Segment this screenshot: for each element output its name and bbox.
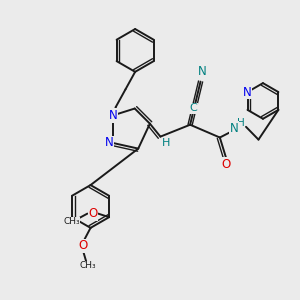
Text: N: N <box>108 109 117 122</box>
Text: N: N <box>105 136 114 149</box>
Text: C: C <box>190 103 198 113</box>
Text: O: O <box>79 239 88 252</box>
Text: O: O <box>88 207 98 220</box>
Text: H: H <box>162 138 170 148</box>
Text: H: H <box>237 118 244 128</box>
Text: N: N <box>230 122 239 135</box>
Text: N: N <box>243 85 252 98</box>
Text: CH₃: CH₃ <box>79 261 96 270</box>
Text: N: N <box>198 65 206 78</box>
Text: CH₃: CH₃ <box>63 218 80 226</box>
Text: O: O <box>222 158 231 171</box>
